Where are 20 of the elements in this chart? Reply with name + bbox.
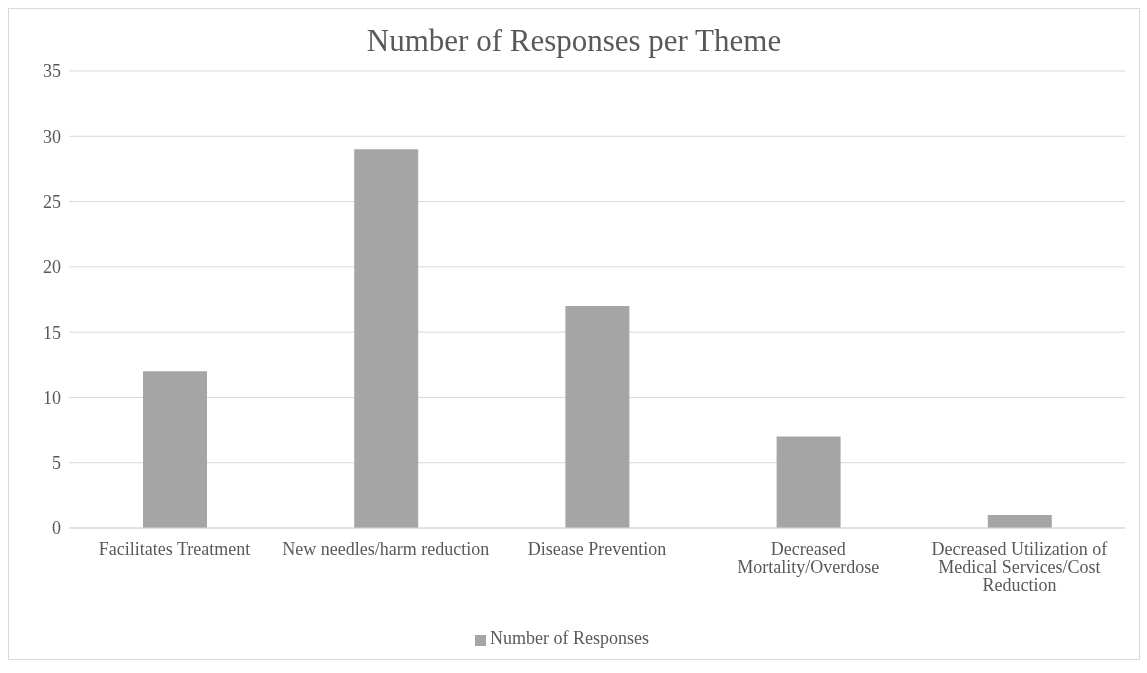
x-tick-label: Decreased Utilization of Medical Services/Cost Reduction: [931, 538, 1108, 595]
x-tick-label: Decreased Mortality/Overdose: [737, 538, 880, 577]
x-tick-label: Facilitates Treatment: [98, 538, 251, 559]
y-tick-label: 10: [43, 387, 61, 408]
legend-label: Number of Responses: [490, 628, 649, 648]
bar: [565, 306, 630, 528]
bar: [987, 514, 1052, 528]
x-tick-label: New needles/harm reduction: [282, 538, 490, 559]
bar: [354, 149, 419, 528]
y-tick-label: 0: [52, 518, 61, 539]
bar: [776, 436, 841, 528]
y-tick-label: 30: [43, 126, 61, 147]
y-tick-label: 20: [43, 257, 61, 278]
x-tick-label: Disease Prevention: [527, 538, 667, 559]
y-tick-label: 25: [43, 191, 61, 212]
bar: [143, 371, 207, 528]
y-tick-label: 35: [43, 61, 61, 82]
y-tick-label: 5: [52, 453, 61, 474]
chart-title: Number of Responses per Theme: [365, 22, 783, 59]
y-tick-label: 15: [43, 322, 61, 343]
